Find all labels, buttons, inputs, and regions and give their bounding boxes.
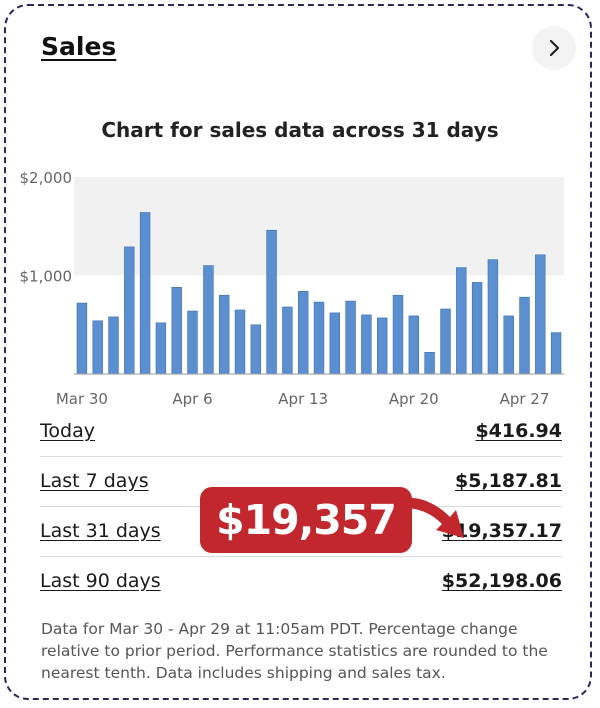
chart-bar [76,302,88,375]
chart-band [74,177,564,276]
footnote: Data for Mar 30 - Apr 29 at 11:05am PDT.… [41,620,548,682]
chart-bar [155,322,167,375]
callout-arrow-icon [404,497,464,538]
chart-bar [456,267,467,375]
chevron-right-icon [549,39,560,57]
divider [40,456,562,457]
chart-bar [424,352,435,375]
chart-bar [550,332,562,375]
last90-value[interactable]: $52,198.06 [441,570,562,592]
summary-row-last90: Last 90 days $52,198.06 [40,557,562,605]
y-tick-label: $1,000 [20,268,73,286]
x-tick-label: Apr 27 [500,390,550,408]
chart-title: Chart for sales data across 31 days [101,118,499,142]
chart-bar [376,317,388,375]
summary-row-today: Today $416.94 [40,407,562,455]
chart-bar [139,212,151,375]
chart-bar [108,316,119,375]
chart-bar [440,308,451,375]
chart-bar [535,254,546,375]
today-label[interactable]: Today [40,420,95,442]
last7-label[interactable]: Last 7 days [40,470,149,492]
sales-bar-chart: $2,000 $1,000 Mar 30 Apr 6 Apr 13 Apr 20 Apr 2… [20,169,564,408]
x-tick-label: Apr 6 [172,390,212,408]
chart-bar [171,287,182,375]
chart-bar [329,312,340,375]
chart-bar [487,259,499,375]
chart-bar [203,265,214,375]
sales-title[interactable]: Sales [41,32,117,61]
chart-bar [313,301,325,375]
chart-bar [361,314,372,375]
x-tick-label: Apr 20 [389,390,439,408]
last31-label[interactable]: Last 31 days [40,520,161,542]
chart-bar [297,291,309,375]
divider [40,556,562,557]
chart-bar [345,300,356,375]
last90-label[interactable]: Last 90 days [40,570,161,592]
chart-bar [408,315,419,375]
chart-bar [266,229,277,375]
chart-bar [519,296,530,375]
chart-bar [219,294,230,375]
x-tick-label: Apr 13 [278,390,328,408]
last31-value[interactable]: $19,357.17 [441,520,562,542]
summary-row-last7: Last 7 days $5,187.81 [40,457,562,505]
chart-bar [124,246,135,375]
open-sales-button[interactable] [532,26,576,70]
chart-bar [92,320,103,375]
chart-bar [250,324,261,375]
chart-bar [503,315,514,375]
chart-bar [234,309,246,375]
y-tick-label: $2,000 [20,169,73,187]
chart-bar [392,294,404,375]
chart-bar [471,282,483,375]
total-callout-badge: $19,357 [200,487,412,553]
last7-value[interactable]: $5,187.81 [455,470,562,492]
chart-bar [187,310,198,375]
summary-row-last31: Last 31 days $19,357.17 [40,507,562,555]
chart-bar [282,306,293,375]
x-tick-label: Mar 30 [56,390,108,408]
today-value[interactable]: $416.94 [475,420,562,442]
